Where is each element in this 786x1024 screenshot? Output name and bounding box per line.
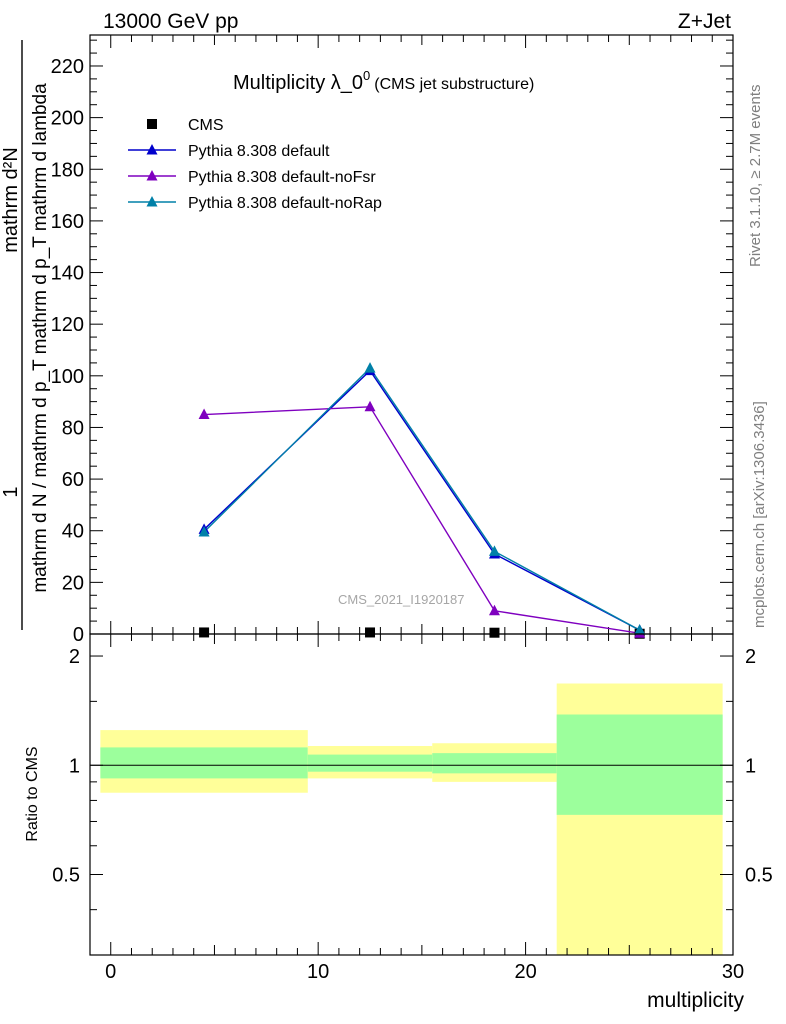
ratio-y-axis-label: Ratio to CMS	[24, 746, 41, 841]
cms-data-point	[489, 627, 500, 638]
cms-data-point	[365, 627, 376, 638]
ratio-y-tick-label: 2	[69, 646, 80, 668]
main-y-tick-label: 140	[51, 263, 84, 285]
ratio-inner-band	[307, 754, 433, 772]
y-label-top: mathrm d²N	[0, 147, 22, 253]
ratio-inner-band	[556, 714, 723, 815]
main-y-tick-label: 160	[51, 211, 84, 233]
y-label-denominator: mathrm d N / mathrm d p_T mathrm d p_T m…	[30, 83, 51, 593]
ratio-plot-frame	[89, 633, 734, 956]
rivet-side-label: Rivet 3.1.10, ≥ 2.7M events	[747, 85, 764, 268]
header-right: Z+Jet	[678, 10, 731, 33]
series-marker	[198, 526, 210, 537]
main-y-tick-label: 20	[62, 572, 84, 594]
main-plot-panel: 0 20 40 60 80 100 120 140 160 180 200 220 Multiplic…	[51, 34, 734, 646]
main-y-tick-label: 60	[62, 469, 84, 491]
main-y-tick-label: 220	[51, 56, 84, 78]
main-series-lines	[203, 366, 640, 634]
ratio-y-tick-label-right: 0.5	[745, 864, 773, 886]
legend-marker	[146, 196, 158, 207]
x-tick-label: 30	[722, 961, 744, 983]
y-label-numerator: 1	[0, 486, 22, 497]
ratio-plot-panel: 0.5 0.51 12 20 10 20 30	[52, 633, 773, 983]
ratio-y-tick-label-right: 2	[745, 646, 756, 668]
series-marker	[198, 408, 210, 420]
x-axis-label: multiplicity	[647, 989, 744, 1012]
legend-label: Pythia 8.308 default-noFsr	[188, 169, 376, 186]
plot-title-main: Multiplicity λ_0	[233, 72, 363, 94]
cms-data-point	[199, 627, 210, 638]
main-y-tick-label: 100	[51, 366, 84, 388]
ratio-y-tick-label: 1	[69, 755, 80, 777]
x-tick-label: 0	[105, 961, 116, 983]
legend-marker	[146, 144, 158, 155]
series-marker	[488, 604, 500, 616]
legend: CMS Pythia 8.308 default Pythia 8.308 defa…	[128, 117, 382, 212]
main-y-tick-label: 200	[51, 108, 84, 130]
ratio-inner-band	[100, 747, 308, 779]
series-marker	[364, 362, 376, 373]
series-marker	[364, 400, 376, 412]
main-y-tick-label: 120	[51, 314, 84, 336]
ratio-inner-band	[432, 753, 557, 774]
header-left: 13000 GeV pp	[103, 10, 238, 33]
mcplots-side-label: mcplots.cern.ch [arXiv:1306.3436]	[751, 401, 768, 628]
main-y-axis-label: 1 mathrm d²N mathrm d N / mathrm d p_T m…	[0, 40, 51, 630]
ratio-uncertainty-bands	[100, 683, 723, 955]
legend-label: Pythia 8.308 default-noRap	[188, 195, 382, 212]
ratio-axis-ticks: 0.5 0.51 12 20 10 20 30	[52, 634, 773, 983]
ratio-y-tick-label-right: 1	[745, 755, 756, 777]
main-series-markers	[198, 362, 646, 639]
legend-label: CMS	[188, 117, 224, 134]
main-axis-ticks: 0 20 40 60 80 100 120 140 160 180 200 220	[51, 35, 734, 646]
ratio-y-tick-label: 0.5	[52, 864, 80, 886]
main-y-tick-label: 40	[62, 521, 84, 543]
plot-title: Multiplicity λ_00 (CMS jet substructure)	[233, 68, 534, 94]
series-line	[204, 406, 640, 634]
main-y-tick-label: 80	[62, 417, 84, 439]
x-tick-label: 20	[514, 961, 536, 983]
main-y-tick-label: 180	[51, 159, 84, 181]
main-plot-frame	[89, 34, 734, 635]
main-y-tick-label: 0	[73, 624, 84, 646]
series-line	[203, 366, 640, 631]
series-marker	[488, 545, 500, 556]
plot-title-paren: (CMS jet substructure)	[374, 76, 534, 93]
legend-marker	[147, 119, 157, 129]
series-marker	[634, 624, 646, 635]
legend-marker	[146, 170, 158, 181]
legend-label: Pythia 8.308 default	[188, 143, 330, 160]
watermark: CMS_2021_I1920187	[338, 592, 465, 607]
x-tick-label: 10	[307, 961, 329, 983]
plot-title-superscript: 0	[363, 68, 370, 83]
